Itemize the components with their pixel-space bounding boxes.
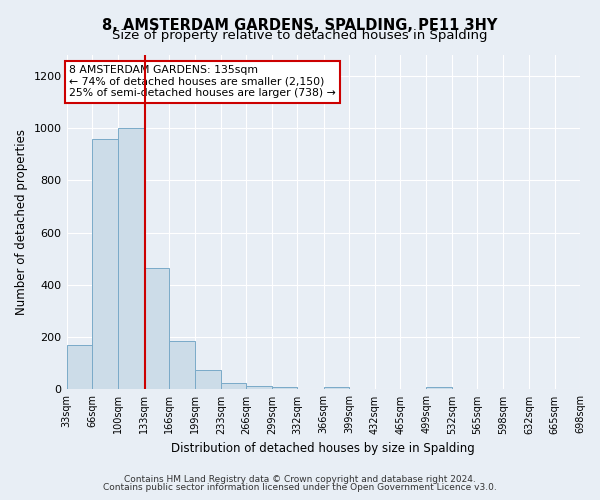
X-axis label: Distribution of detached houses by size in Spalding: Distribution of detached houses by size … (172, 442, 475, 455)
Bar (195, 370, 221, 390)
Bar (118, 128, 144, 390)
Bar (67, 345, 92, 390)
Text: 8 AMSTERDAM GARDENS: 135sqm
← 74% of detached houses are smaller (2,150)
25% of : 8 AMSTERDAM GARDENS: 135sqm ← 74% of det… (69, 65, 336, 98)
Bar (92, 138, 118, 390)
Text: Contains HM Land Registry data © Crown copyright and database right 2024.: Contains HM Land Registry data © Crown c… (124, 475, 476, 484)
Bar (247, 386, 272, 390)
Y-axis label: Number of detached properties: Number of detached properties (15, 129, 28, 315)
Bar (427, 387, 452, 390)
Bar (272, 387, 298, 390)
Bar (323, 387, 349, 390)
Text: 8, AMSTERDAM GARDENS, SPALDING, PE11 3HY: 8, AMSTERDAM GARDENS, SPALDING, PE11 3HY (103, 18, 497, 32)
Text: Size of property relative to detached houses in Spalding: Size of property relative to detached ho… (112, 29, 488, 42)
Bar (169, 341, 195, 390)
Text: Contains public sector information licensed under the Open Government Licence v3: Contains public sector information licen… (103, 483, 497, 492)
Bar (221, 383, 247, 390)
Bar (144, 268, 169, 390)
